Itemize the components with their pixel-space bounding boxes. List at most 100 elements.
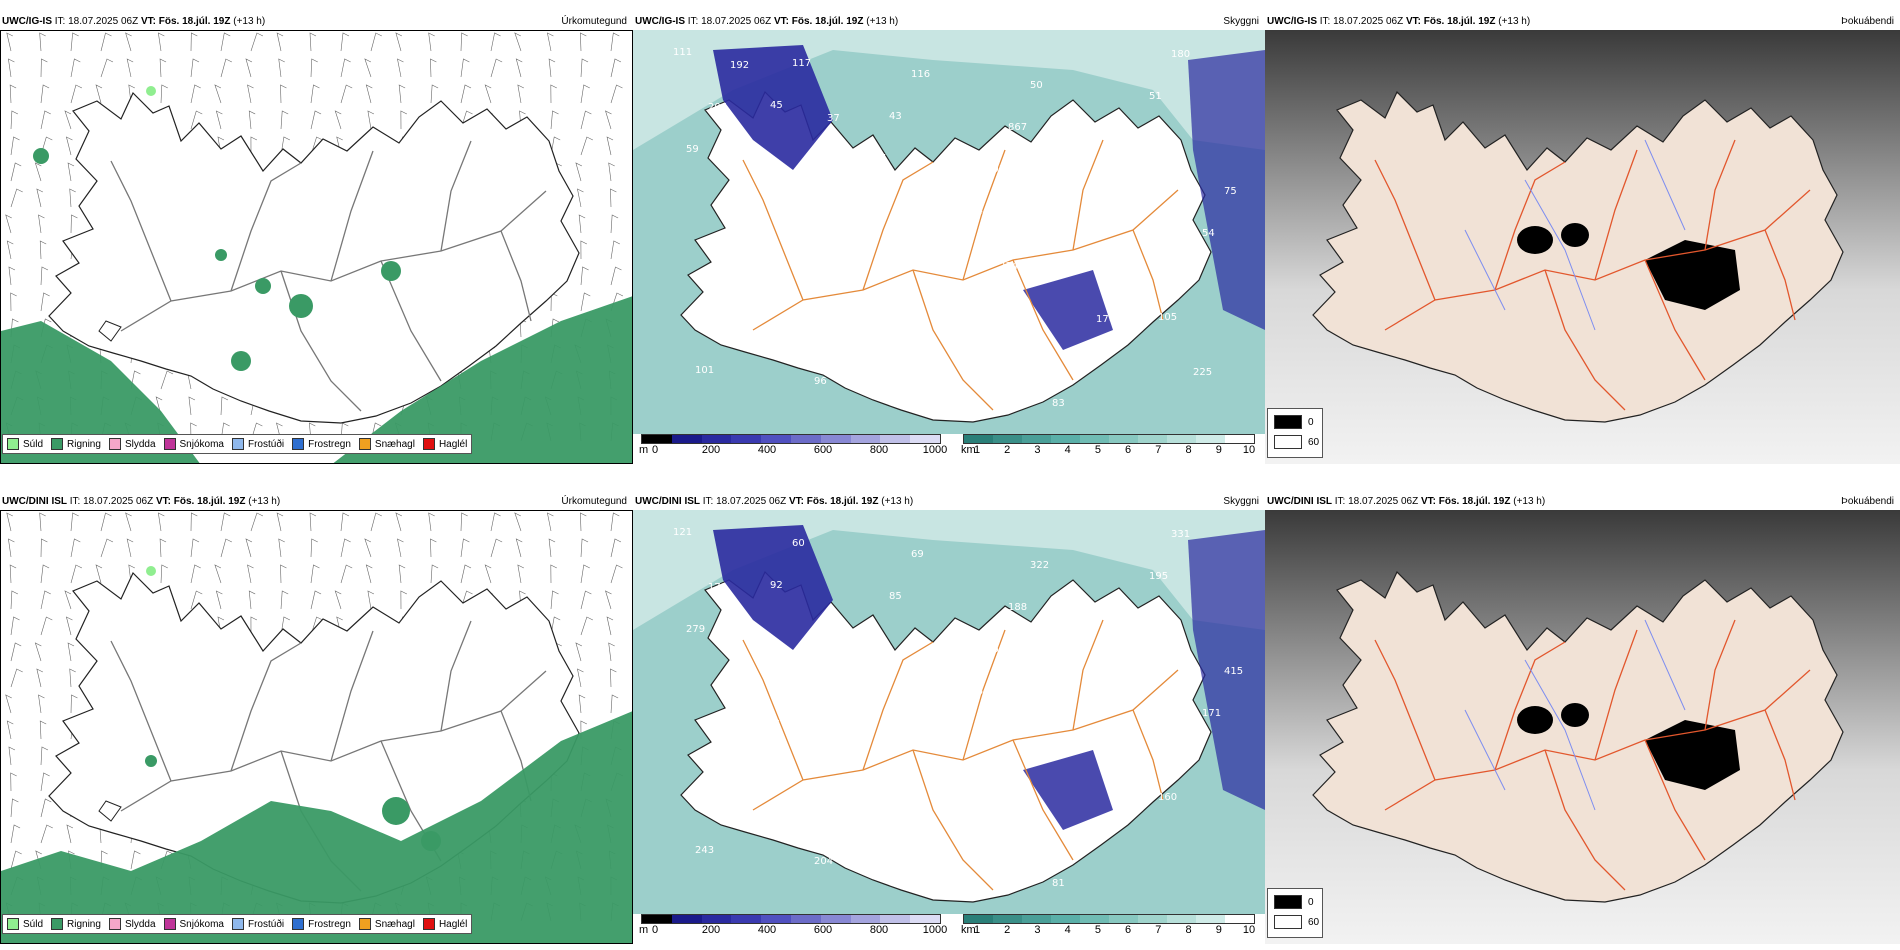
road-line bbox=[1132, 229, 1164, 321]
legend-swatch bbox=[231, 438, 244, 450]
wind-barb bbox=[157, 512, 165, 532]
road-line bbox=[1764, 229, 1796, 321]
visibility-label: 134 bbox=[964, 206, 983, 217]
rain-cell bbox=[255, 278, 271, 294]
scale-tick: 6 bbox=[1125, 444, 1132, 456]
wind-barb bbox=[69, 188, 76, 208]
road-line bbox=[380, 260, 442, 382]
visibility-label: 65 bbox=[1180, 270, 1193, 281]
vt-label: VT: bbox=[773, 16, 789, 27]
legend-swatch bbox=[7, 918, 19, 930]
legend-label: Frostregn bbox=[308, 438, 351, 450]
wind-barb bbox=[606, 616, 614, 636]
wind-barb bbox=[64, 590, 72, 610]
scale-tick: 400 bbox=[757, 924, 777, 936]
wind-barb bbox=[34, 162, 42, 182]
visibility-label: 171 bbox=[1202, 708, 1221, 719]
legend-swatch bbox=[422, 918, 435, 930]
wind-barb bbox=[515, 58, 523, 78]
it-value: 18.07.2025 06Z bbox=[1348, 496, 1419, 507]
low-vis-area bbox=[1023, 270, 1113, 350]
panel-header: UWC/DINI ISL IT: 18.07.2025 06Z VT: Fös.… bbox=[0, 494, 633, 510]
scale-tick: 4 bbox=[1064, 924, 1071, 936]
wind-barb bbox=[39, 512, 46, 532]
visibility-label: 121 bbox=[673, 527, 692, 538]
cloud-panel-row2: UWC/DINI ISL IT: 18.07.2025 06Z VT: Fös.… bbox=[1265, 494, 1900, 944]
wind-barb bbox=[340, 564, 353, 584]
wind-barb bbox=[214, 84, 222, 104]
wind-barb bbox=[220, 538, 232, 558]
legend-label: 0 bbox=[1308, 416, 1314, 428]
wind-barb bbox=[190, 590, 203, 610]
glacier-low-index bbox=[1517, 226, 1553, 254]
wind-barb bbox=[190, 512, 198, 532]
wind-barb bbox=[430, 58, 437, 78]
wind-barb bbox=[126, 58, 134, 78]
wind-barb bbox=[40, 564, 50, 584]
legend-item: Frostregn bbox=[292, 918, 351, 930]
visibility-label: 49 bbox=[1061, 259, 1074, 270]
it-value: 18.07.2025 06Z bbox=[716, 496, 787, 507]
wind-barb bbox=[190, 538, 200, 558]
visibility-map: 111 45 407 134 49 105 101 117 43 101 78 65 140 96 116 8… bbox=[633, 30, 1265, 464]
wind-barb bbox=[428, 512, 435, 532]
scale-tick: 3 bbox=[1034, 444, 1041, 456]
legend-swatch bbox=[358, 438, 371, 450]
wind-barb bbox=[160, 84, 168, 104]
scale-tick: 5 bbox=[1094, 924, 1101, 936]
road-line bbox=[1764, 709, 1796, 801]
wind-barb bbox=[39, 720, 47, 740]
wind-barb bbox=[310, 616, 323, 636]
precip-svg bbox=[1, 512, 632, 943]
wind-barb bbox=[550, 84, 557, 104]
wind-barb bbox=[310, 136, 323, 156]
legend-label: Snæhagl bbox=[374, 438, 415, 450]
precip-svg bbox=[1, 32, 632, 463]
cloud-map bbox=[1265, 510, 1900, 944]
wind-barb bbox=[610, 266, 622, 286]
wind-barb bbox=[280, 84, 287, 104]
wind-barb bbox=[610, 564, 623, 584]
wind-barb bbox=[247, 84, 254, 104]
precip-panel-row2: UWC/DINI ISL IT: 18.07.2025 06Z VT: Fös.… bbox=[0, 494, 633, 944]
visibility-label: 191 bbox=[739, 761, 758, 772]
road-line bbox=[1374, 159, 1436, 301]
legend-label: Snjókoma bbox=[179, 918, 224, 930]
wind-barb bbox=[398, 84, 406, 104]
cloud-panel-row1: UWC/IG-IS IT: 18.07.2025 06Z VT: Fös. 18… bbox=[1265, 14, 1900, 464]
panel-header: UWC/IG-IS IT: 18.07.2025 06Z VT: Fös. 18… bbox=[1265, 14, 1900, 30]
visibility-label: 103 bbox=[1061, 739, 1080, 750]
wind-barb bbox=[490, 32, 501, 52]
wind-barb bbox=[39, 240, 47, 260]
wind-barb bbox=[460, 58, 470, 78]
visibility-label: 45 bbox=[770, 100, 783, 111]
cloud-legend-row: 60 bbox=[1274, 435, 1319, 449]
wind-barb bbox=[10, 616, 20, 636]
wind-barb bbox=[548, 58, 556, 78]
wind-barb bbox=[400, 110, 408, 130]
wind-barb bbox=[400, 590, 408, 610]
road-line bbox=[330, 150, 374, 282]
wind-barb bbox=[69, 668, 76, 688]
panel-header: UWC/DINI ISL IT: 18.07.2025 06Z VT: Fös.… bbox=[1265, 494, 1900, 510]
legend-item: Slydda bbox=[108, 438, 156, 450]
wind-barb bbox=[610, 538, 622, 558]
river-line bbox=[1464, 139, 1686, 331]
legend-item: Haglél bbox=[422, 918, 467, 930]
wind-barb bbox=[6, 512, 13, 532]
wind-barb bbox=[220, 58, 232, 78]
wind-barb bbox=[310, 538, 318, 558]
legend-swatch bbox=[7, 438, 19, 450]
drizzle-cell bbox=[146, 566, 156, 576]
it-label: IT: bbox=[1334, 496, 1346, 507]
wind-barb bbox=[334, 590, 342, 610]
wind-barb bbox=[577, 668, 584, 688]
wind-barb bbox=[340, 538, 351, 558]
wind-barb bbox=[67, 162, 75, 182]
wind-barb bbox=[395, 512, 403, 532]
wind-barb bbox=[547, 512, 554, 532]
wind-barb bbox=[370, 512, 382, 532]
wind-barb bbox=[10, 798, 19, 818]
legend-label: Rigning bbox=[67, 438, 101, 450]
rain-cell bbox=[33, 148, 49, 164]
